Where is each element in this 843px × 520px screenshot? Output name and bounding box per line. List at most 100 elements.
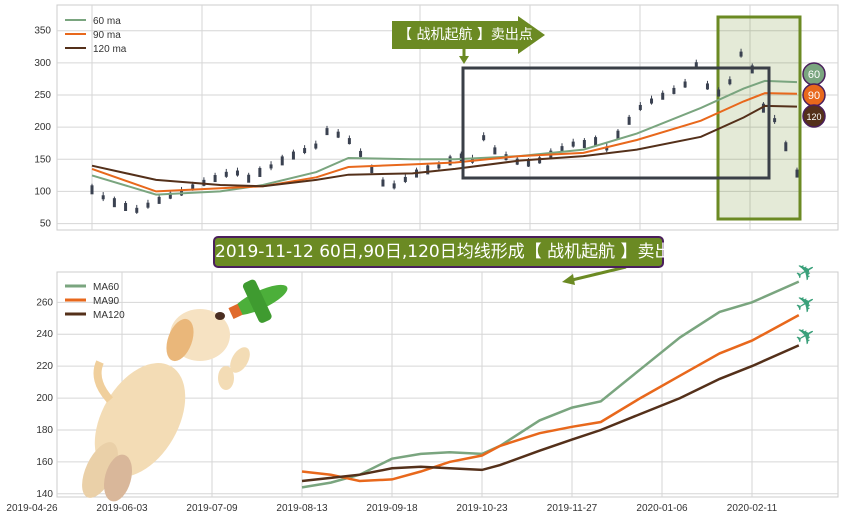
dog-body [94, 363, 186, 477]
candle-body [235, 170, 239, 176]
dog-paw [218, 366, 234, 390]
candle-body [739, 51, 743, 57]
candle-body [224, 171, 228, 177]
legend-label: 90 ma [93, 30, 121, 41]
dog-ear [166, 318, 194, 362]
candle-body [482, 135, 486, 141]
candle-body [381, 179, 385, 187]
plane-wing [242, 279, 272, 323]
ma-line-MA90 [301, 314, 800, 483]
candle-body [784, 142, 788, 152]
dog-tail [93, 360, 114, 403]
ma-badge-label: 60 [808, 69, 820, 81]
ma-line-120-ma [91, 104, 798, 188]
ma-line-90-ma [91, 92, 798, 193]
y-tick-label: 260 [36, 297, 53, 308]
candle-body [638, 104, 642, 110]
candle-body [191, 184, 195, 191]
candle-body [269, 164, 273, 169]
pointer-arrow-shaft [571, 265, 627, 282]
x-tick-label: 2020-02-11 [727, 503, 778, 514]
ma-badge [802, 104, 826, 128]
candle-body [694, 62, 698, 69]
candle-body [672, 87, 676, 94]
candle-body [135, 207, 139, 213]
dog-paw [230, 347, 250, 373]
x-tick-label: 2019-08-13 [276, 503, 328, 514]
y-tick-label: 200 [36, 393, 53, 404]
legend-label: 120 ma [93, 44, 127, 55]
x-tick-label: 2019-09-18 [366, 503, 418, 514]
x-tick-label: 2019-04-26 [6, 503, 58, 514]
y-tick-label: 50 [40, 219, 52, 230]
ma-line-MA60 [301, 280, 800, 489]
y-tick-label: 140 [36, 489, 53, 500]
dog-illustration [82, 309, 250, 502]
rising-phase-frame [461, 66, 771, 180]
y-tick-label: 160 [36, 457, 53, 468]
candle-body [594, 137, 598, 147]
candle-body [112, 198, 116, 208]
candle-body [336, 131, 340, 138]
candle-body [717, 89, 721, 97]
candle-body [90, 185, 94, 195]
candle-body [101, 195, 105, 200]
y-tick-label: 250 [34, 90, 51, 101]
x-tick-label: 2019-07-09 [186, 503, 238, 514]
ma-badge-label: 120 [806, 112, 821, 122]
candle-body [605, 146, 609, 151]
toy-plane-icon [228, 279, 288, 323]
y-tick-label: 300 [34, 58, 51, 69]
candle-body [403, 176, 407, 182]
candle-body [459, 153, 463, 162]
title-banner: 2019-11-12 60日,90日,120日均线形成【 战机起航 】卖出点 [213, 236, 689, 268]
candle-body [325, 128, 329, 136]
candle-body [146, 202, 150, 208]
candle-body [392, 183, 396, 189]
candle-body [683, 81, 687, 88]
candle-body [168, 192, 172, 199]
legend-label: MA120 [93, 310, 125, 321]
legend-label: MA60 [93, 282, 120, 293]
x-tick-label: 2020-01-06 [636, 503, 688, 514]
ma-line-MA120 [301, 344, 800, 483]
candle-body [705, 83, 709, 90]
legend-label: 60 ma [93, 16, 121, 27]
candle-body [538, 157, 542, 164]
candle-body [370, 167, 374, 173]
candle-body [627, 116, 631, 125]
y-tick-label: 350 [34, 26, 51, 37]
sell-point-sign: 【 战机起航 】卖出点 [392, 21, 533, 49]
ma-badge-label: 90 [808, 90, 820, 102]
candle-body [728, 79, 732, 85]
candle-body [571, 141, 575, 147]
candle-body [761, 103, 765, 113]
y-tick-label: 220 [36, 361, 53, 372]
dog-leg [103, 454, 133, 502]
candle-body [560, 146, 564, 152]
y-tick-label: 150 [34, 154, 51, 165]
candle-body [526, 160, 530, 167]
candle-body [795, 169, 799, 178]
plane-nose [228, 303, 243, 319]
candle-body [773, 118, 777, 123]
sell-zone-highlight [716, 15, 802, 221]
candle-body [650, 98, 654, 104]
dog-nose [215, 312, 225, 320]
candle-body [493, 147, 497, 155]
y-tick-label: 240 [36, 329, 53, 340]
candle-body [582, 140, 586, 148]
candle-body [437, 164, 441, 169]
y-tick-label: 180 [36, 425, 53, 436]
candle-body [359, 150, 363, 157]
candle-body [258, 167, 262, 177]
y-tick-label: 100 [34, 186, 51, 197]
candle-body [157, 196, 161, 204]
candle-body [448, 156, 452, 166]
candle-body [661, 92, 665, 100]
candle-body [303, 148, 307, 154]
x-tick-label: 2019-10-23 [456, 503, 508, 514]
candle-body [213, 175, 217, 183]
candle-body [426, 165, 430, 175]
